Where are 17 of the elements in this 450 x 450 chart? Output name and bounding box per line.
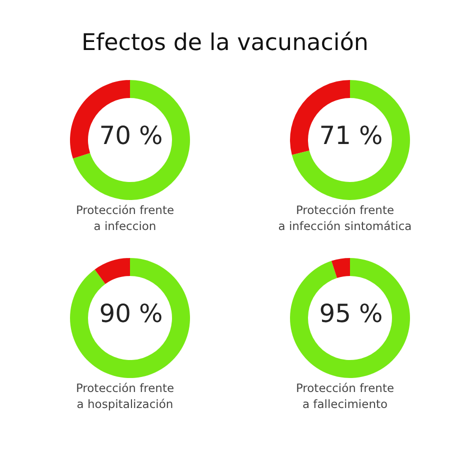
data-label: 70 % (98, 120, 164, 152)
donut-slice (70, 258, 190, 378)
donut-slice (94, 258, 130, 284)
chart-title: Efectos de la vacunación (80, 30, 370, 56)
text: Protección frente a hospitalización (74, 380, 176, 412)
text: Protección frente a infeccion (74, 202, 176, 234)
text: Protección frente a infección sintomática (277, 202, 413, 234)
text: Protección frente a fallecimiento (294, 380, 396, 412)
data-label: 90 % (98, 298, 164, 330)
donut-slice (292, 80, 410, 200)
donut-slice (70, 80, 130, 159)
data-label: 95 % (318, 298, 384, 330)
donut-slice (331, 258, 350, 278)
data-label: 71 % (318, 120, 384, 152)
donut-slice (290, 80, 350, 155)
donut-slice (72, 80, 190, 200)
donut-slice (290, 258, 410, 378)
